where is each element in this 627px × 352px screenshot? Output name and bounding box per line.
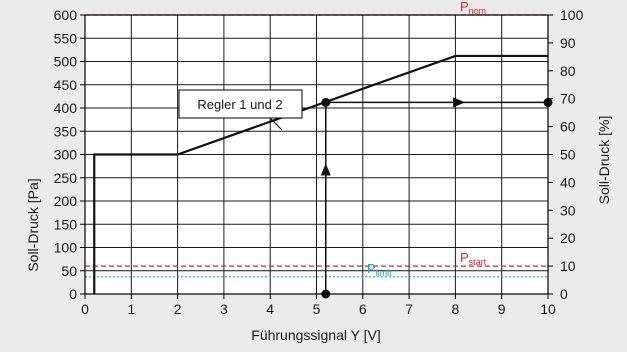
y-right-tick-label-9: 90 [560, 35, 576, 51]
y-left-tick-label-6: 300 [54, 147, 78, 163]
x-tick-label-9: 9 [498, 301, 506, 317]
x-tick-label-3: 3 [220, 301, 228, 317]
y-left-tick-label-2: 100 [54, 240, 78, 256]
x-tick-label-4: 4 [266, 301, 274, 317]
y-left-tick-label-7: 350 [54, 123, 78, 139]
annotation-text: Regler 1 und 2 [197, 97, 282, 112]
example-arrow-right [453, 97, 466, 108]
x-axis-ticks: 0 1 2 3 4 5 6 7 8 9 10 [81, 294, 556, 317]
y-right-tick-label-2: 20 [560, 230, 576, 246]
example-point-curve [321, 97, 331, 107]
y-left-tick-label-9: 450 [54, 77, 78, 93]
y-right-tick-label-7: 70 [560, 91, 576, 107]
y-left-tick-label-12: 600 [54, 7, 78, 23]
y-right-tick-label-10: 100 [560, 7, 584, 23]
y-right-axis-label: Soll-Druck [%] [596, 116, 612, 205]
series-layer [93, 54, 548, 294]
y-right-tick-label-0: 0 [560, 286, 568, 302]
x-tick-label-0: 0 [81, 301, 89, 317]
y-right-tick-label-1: 10 [560, 258, 576, 274]
annotation-box: Regler 1 und 2 [178, 89, 303, 131]
y-left-axis-label: Soll-Druck [Pa] [25, 178, 41, 271]
x-tick-label-8: 8 [452, 301, 460, 317]
y-left-tick-label-0: 0 [69, 286, 77, 302]
x-axis-label: Führungssignal Y [V] [251, 327, 380, 343]
x-tick-label-2: 2 [174, 301, 182, 317]
y-right-tick-label-8: 80 [560, 63, 576, 79]
series-line-0 [93, 54, 548, 294]
x-tick-label-5: 5 [313, 301, 321, 317]
x-tick-label-7: 7 [405, 301, 413, 317]
y-right-tick-label-4: 40 [560, 174, 576, 190]
y-right-tick-label-5: 50 [560, 147, 576, 163]
y-left-tick-label-10: 500 [54, 54, 78, 70]
y-left-tick-label-1: 50 [61, 263, 77, 279]
ref-label-nom: Pnom [460, 0, 486, 16]
y-left-tick-label-8: 400 [54, 100, 78, 116]
y-left-tick-label-11: 550 [54, 30, 78, 46]
x-tick-label-6: 6 [359, 301, 367, 317]
y-left-tick-label-4: 200 [54, 193, 78, 209]
example-arrow-up [320, 163, 331, 176]
annotation-leader [269, 117, 283, 131]
x-tick-label-10: 10 [540, 301, 556, 317]
y-left-axis-ticks: 0 50 100 150 200 250 300 350 400 450 500 550 600 [54, 7, 85, 302]
x-tick-label-1: 1 [127, 301, 135, 317]
y-right-tick-label-6: 60 [560, 119, 576, 135]
y-left-tick-label-3: 150 [54, 216, 78, 232]
y-left-tick-label-5: 250 [54, 170, 78, 186]
y-right-tick-label-3: 30 [560, 202, 576, 218]
y-right-axis-ticks: 0 10 20 30 40 50 60 70 80 90 100 [548, 7, 584, 302]
annotation-frame [178, 89, 303, 119]
